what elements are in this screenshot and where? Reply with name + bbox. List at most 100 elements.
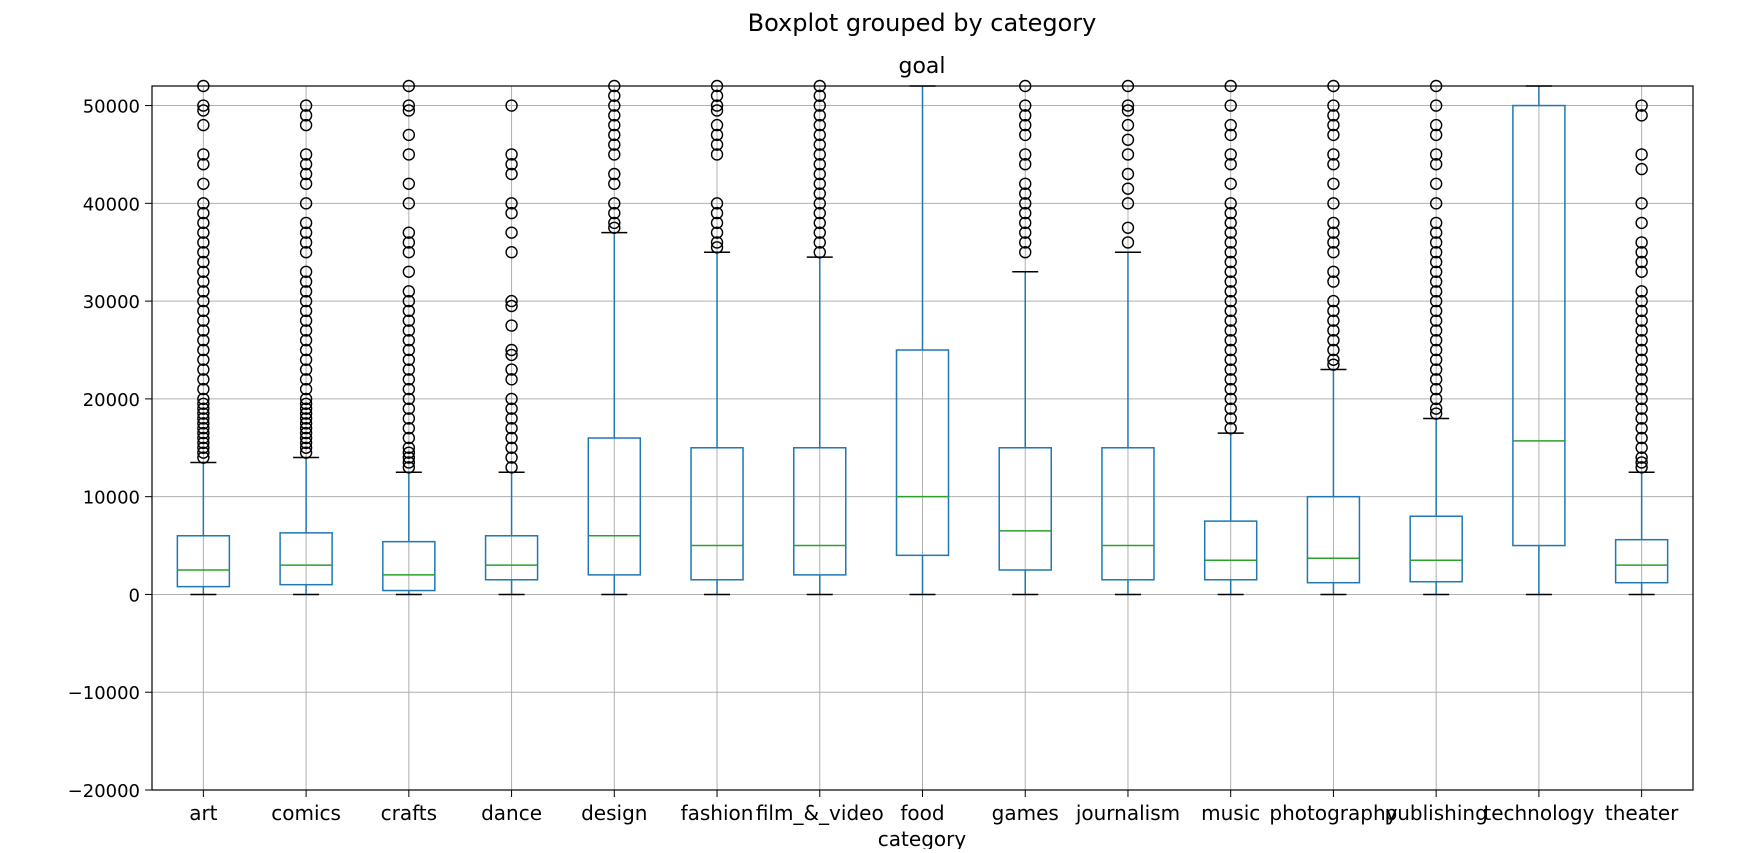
x-tick-label-food: food: [900, 801, 944, 825]
outlier-point-theater: [1635, 236, 1648, 249]
outlier-point-comics: [299, 382, 313, 396]
outlier-point-film_&_video: [813, 177, 826, 190]
outlier-point-games: [1019, 128, 1032, 142]
outlier-point-theater: [1635, 343, 1648, 357]
outlier-point-art: [197, 158, 210, 171]
outlier-point-art: [197, 373, 210, 386]
outlier-point-comics: [299, 417, 313, 430]
outlier-point-design: [608, 197, 621, 210]
outlier-point-music: [1224, 206, 1237, 220]
outlier-point-comics: [299, 226, 313, 239]
outlier-point-games: [1019, 216, 1032, 230]
outlier-point-publishing: [1429, 392, 1443, 406]
outlier-point-publishing: [1429, 99, 1443, 112]
outlier-point-comics: [299, 197, 313, 210]
outlier-point-crafts: [402, 402, 416, 415]
outlier-point-music: [1224, 382, 1237, 396]
x-tick-label-music: music: [1201, 801, 1260, 825]
outlier-point-crafts: [402, 363, 416, 376]
outlier-point-photography: [1327, 109, 1340, 122]
outlier-point-art: [197, 177, 210, 190]
outlier-point-comics: [299, 426, 313, 440]
outlier-point-dance: [505, 226, 518, 239]
outlier-point-publishing: [1429, 226, 1443, 239]
chart-suptitle: Boxplot grouped by category: [748, 9, 1097, 37]
outlier-point-music: [1224, 216, 1237, 230]
outlier-point-comics: [299, 236, 313, 249]
outlier-point-comics: [299, 334, 313, 347]
outlier-point-comics: [299, 324, 313, 337]
outlier-point-art: [197, 104, 210, 117]
outlier-point-art: [197, 324, 210, 337]
outlier-point-fashion: [710, 226, 724, 239]
outlier-point-music: [1224, 422, 1237, 435]
outlier-point-film_&_video: [813, 158, 826, 171]
outlier-point-film_&_video: [813, 118, 826, 132]
outlier-point-dance: [505, 158, 518, 171]
outlier-point-games: [1019, 197, 1032, 210]
outlier-point-film_&_video: [813, 206, 826, 220]
outlier-point-games: [1019, 148, 1032, 161]
outlier-point-fashion: [710, 148, 724, 161]
outlier-point-comics: [299, 109, 313, 122]
outlier-point-art: [197, 148, 210, 161]
x-tick-label-journalism: journalism: [1075, 801, 1180, 825]
outlier-point-comics: [299, 304, 313, 318]
outlier-point-art: [197, 407, 210, 420]
outlier-point-dance: [505, 451, 518, 464]
outlier-point-music: [1224, 255, 1237, 269]
outlier-point-design: [608, 167, 621, 181]
outlier-point-dance: [505, 167, 518, 181]
outlier-point-crafts: [402, 431, 416, 445]
box-photography: [1306, 495, 1361, 584]
outlier-point-theater: [1635, 431, 1648, 445]
x-tick-label-art: art: [189, 801, 217, 825]
y-tick-label: 40000: [83, 194, 140, 215]
outlier-point-photography: [1327, 324, 1340, 337]
outlier-point-art: [197, 314, 210, 327]
outlier-point-photography: [1327, 358, 1340, 371]
outlier-point-publishing: [1429, 216, 1443, 230]
outlier-point-art: [197, 246, 210, 259]
outlier-point-crafts: [402, 334, 416, 347]
outlier-point-publishing: [1429, 294, 1443, 308]
outlier-point-games: [1019, 158, 1032, 171]
outlier-point-film_&_video: [813, 128, 826, 142]
outlier-point-music: [1224, 99, 1237, 112]
outlier-point-dance: [505, 412, 518, 425]
outlier-point-comics: [299, 148, 313, 161]
outlier-point-fashion: [710, 197, 724, 210]
outlier-point-theater: [1635, 373, 1648, 386]
box-art: [176, 535, 231, 588]
outlier-point-music: [1224, 324, 1237, 337]
outlier-point-film_&_video: [813, 148, 826, 161]
outlier-point-photography: [1327, 334, 1340, 347]
outlier-point-comics: [299, 412, 313, 425]
x-tick-label-technology: technology: [1483, 801, 1594, 825]
outlier-point-art: [197, 417, 210, 430]
outlier-point-crafts: [402, 236, 416, 249]
box-design: [587, 437, 642, 576]
box-food: [895, 349, 950, 557]
outlier-point-dance: [505, 373, 518, 386]
outlier-point-music: [1224, 246, 1237, 259]
outlier-point-theater: [1635, 422, 1648, 435]
outlier-point-music: [1224, 363, 1237, 376]
outlier-point-comics: [299, 285, 313, 298]
outlier-point-comics: [299, 392, 313, 406]
outlier-point-journalism: [1121, 221, 1135, 234]
outlier-point-comics: [299, 118, 313, 132]
outlier-point-music: [1224, 353, 1237, 366]
box-crafts: [382, 540, 436, 592]
outlier-point-fashion: [710, 241, 724, 254]
outlier-point-dance: [505, 197, 518, 210]
outlier-point-fashion: [710, 99, 724, 112]
outlier-point-theater: [1635, 412, 1648, 425]
outlier-point-fashion: [710, 206, 724, 220]
outlier-point-comics: [299, 373, 313, 386]
outlier-point-publishing: [1429, 265, 1443, 278]
outlier-point-music: [1224, 275, 1237, 288]
x-tick-label-design: design: [581, 801, 647, 825]
outlier-point-film_&_video: [813, 197, 826, 210]
outlier-point-dance: [505, 363, 518, 376]
